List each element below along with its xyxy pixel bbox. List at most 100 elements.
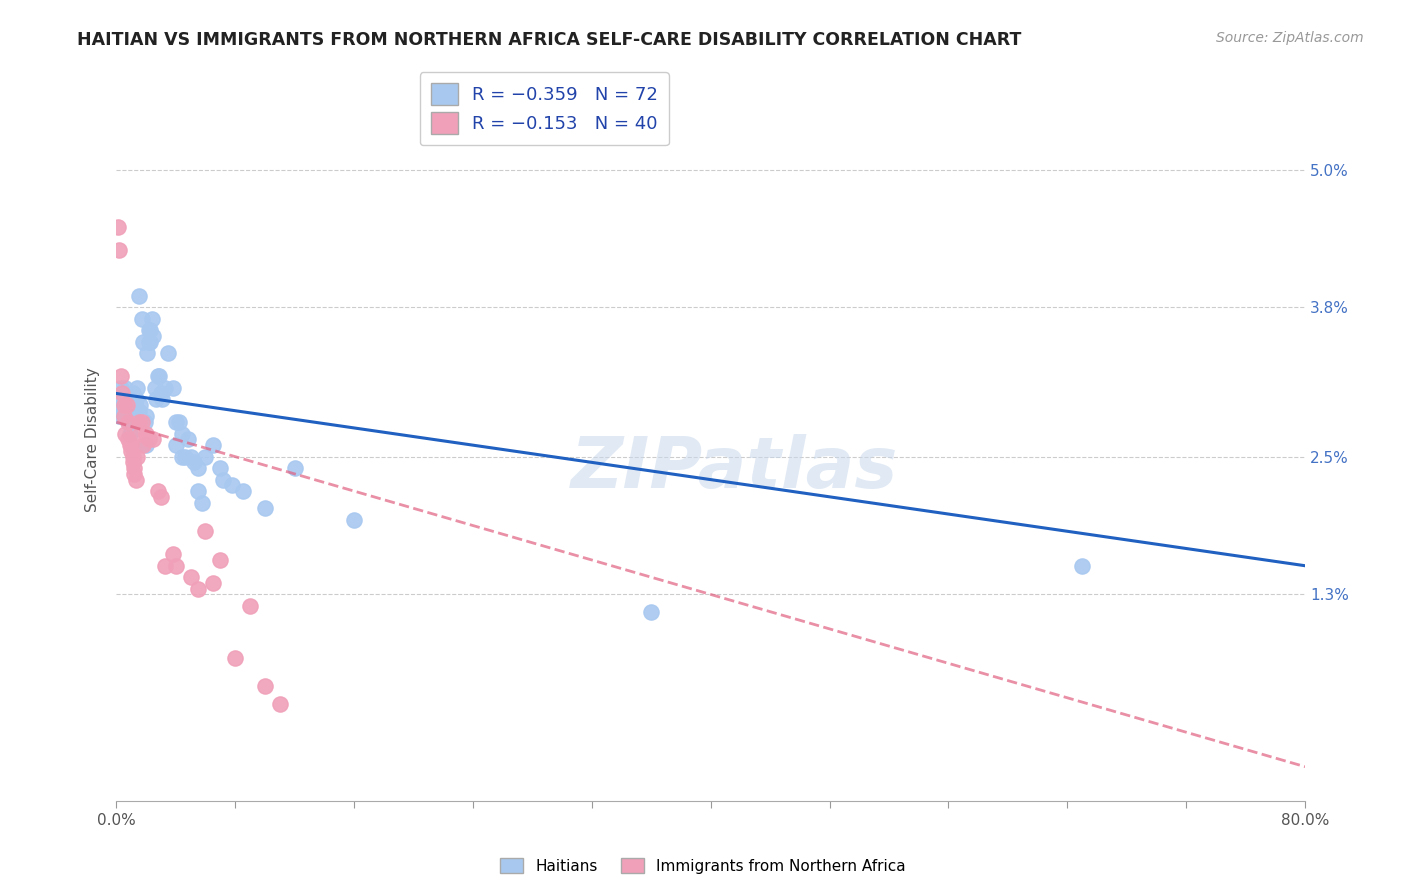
Point: [117, 415, 139, 429]
Point: [121, 386, 143, 401]
Point: [125, 409, 148, 424]
Legend: R = −0.359   N = 72, R = −0.153   N = 40: R = −0.359 N = 72, R = −0.153 N = 40: [420, 72, 669, 145]
Point: [209, 553, 232, 567]
Point: [167, 415, 190, 429]
Point: [108, 398, 131, 412]
Point: [115, 392, 138, 407]
Point: [110, 403, 132, 417]
Legend: Haitians, Immigrants from Northern Africa: Haitians, Immigrants from Northern Afric…: [495, 852, 911, 880]
Point: [132, 334, 155, 349]
Point: [187, 484, 209, 499]
Point: [194, 450, 217, 464]
Point: [114, 403, 136, 417]
Point: [117, 433, 139, 447]
Point: [162, 547, 184, 561]
Point: [135, 426, 157, 441]
Point: [145, 392, 167, 407]
Point: [128, 415, 150, 429]
Point: [150, 392, 173, 407]
Point: [136, 346, 159, 360]
Point: [187, 461, 209, 475]
Point: [138, 334, 160, 349]
Point: [122, 467, 145, 481]
Text: HAITIAN VS IMMIGRANTS FROM NORTHERN AFRICA SELF-CARE DISABILITY CORRELATION CHAR: HAITIAN VS IMMIGRANTS FROM NORTHERN AFRI…: [77, 31, 1022, 49]
Point: [108, 243, 131, 257]
Point: [239, 599, 262, 613]
Point: [111, 386, 134, 401]
Point: [122, 461, 145, 475]
Point: [108, 409, 131, 424]
Point: [157, 346, 180, 360]
Point: [232, 484, 254, 499]
Point: [343, 513, 366, 527]
Point: [201, 576, 224, 591]
Point: [122, 403, 145, 417]
Point: [117, 415, 139, 429]
Point: [138, 323, 160, 337]
Text: Source: ZipAtlas.com: Source: ZipAtlas.com: [1216, 31, 1364, 45]
Point: [209, 461, 232, 475]
Point: [141, 311, 163, 326]
Point: [132, 438, 155, 452]
Point: [139, 323, 162, 337]
Point: [112, 409, 135, 424]
Point: [146, 369, 169, 384]
Point: [155, 558, 177, 573]
Point: [165, 558, 187, 573]
Point: [138, 433, 160, 447]
Point: [118, 392, 141, 407]
Point: [253, 501, 276, 516]
Point: [120, 409, 142, 424]
Point: [114, 426, 136, 441]
Point: [118, 426, 141, 441]
Point: [114, 381, 136, 395]
Point: [146, 484, 169, 499]
Point: [129, 426, 152, 441]
Point: [125, 450, 148, 464]
Point: [165, 415, 187, 429]
Point: [212, 473, 235, 487]
Point: [131, 311, 153, 326]
Point: [110, 381, 132, 395]
Point: [173, 450, 195, 464]
Point: [117, 398, 139, 412]
Point: [149, 490, 172, 504]
Point: [121, 450, 143, 464]
Point: [170, 450, 193, 464]
Point: [1071, 558, 1094, 573]
Point: [115, 409, 138, 424]
Point: [180, 570, 202, 584]
Point: [110, 369, 132, 384]
Point: [139, 334, 162, 349]
Point: [115, 398, 138, 412]
Point: [129, 398, 152, 412]
Point: [131, 415, 153, 429]
Point: [253, 679, 276, 693]
Point: [640, 605, 662, 619]
Point: [191, 495, 214, 509]
Point: [149, 386, 172, 401]
Point: [224, 650, 246, 665]
Point: [111, 398, 134, 412]
Point: [121, 455, 143, 469]
Point: [148, 369, 170, 384]
Point: [170, 426, 193, 441]
Point: [194, 524, 217, 539]
Point: [142, 329, 165, 343]
Point: [112, 398, 135, 412]
Point: [120, 438, 142, 452]
Point: [124, 473, 146, 487]
Point: [124, 392, 146, 407]
Point: [143, 381, 166, 395]
Point: [112, 409, 135, 424]
Point: [128, 403, 150, 417]
Point: [155, 381, 177, 395]
Point: [107, 392, 129, 407]
Point: [176, 433, 198, 447]
Point: [111, 392, 134, 407]
Point: [201, 438, 224, 452]
Point: [107, 219, 129, 234]
Point: [269, 697, 291, 711]
Point: [118, 438, 141, 452]
Point: [187, 582, 209, 596]
